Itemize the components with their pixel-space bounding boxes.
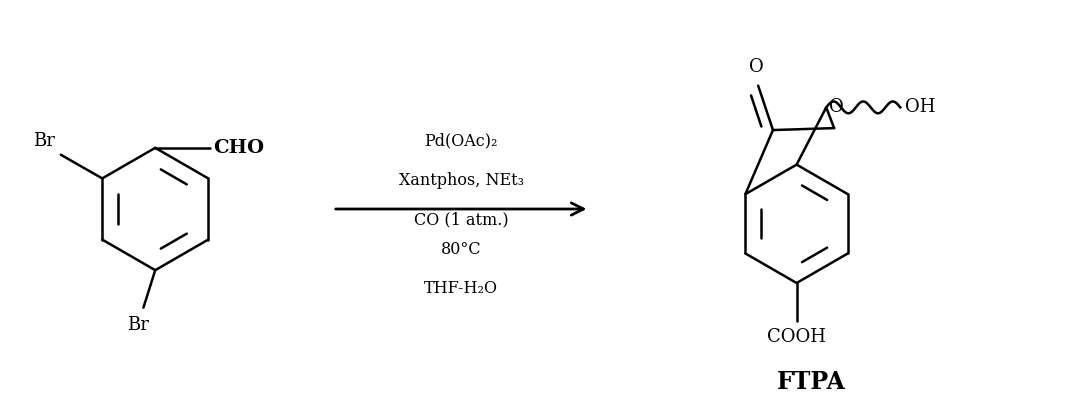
Text: Br: Br <box>33 132 54 150</box>
Text: CHO: CHO <box>213 139 265 157</box>
Text: CO (1 atm.): CO (1 atm.) <box>414 212 509 229</box>
Text: THF-H₂O: THF-H₂O <box>424 280 498 297</box>
Text: Pd(OAc)₂: Pd(OAc)₂ <box>425 133 498 150</box>
Text: O: O <box>749 58 763 76</box>
Text: OH: OH <box>905 98 935 116</box>
Text: Xantphos, NEt₃: Xantphos, NEt₃ <box>399 172 524 189</box>
Text: O: O <box>829 98 844 116</box>
Text: COOH: COOH <box>767 328 827 347</box>
Text: Br: Br <box>127 316 149 334</box>
Text: 80°C: 80°C <box>441 241 481 258</box>
Text: FTPA: FTPA <box>776 370 846 394</box>
